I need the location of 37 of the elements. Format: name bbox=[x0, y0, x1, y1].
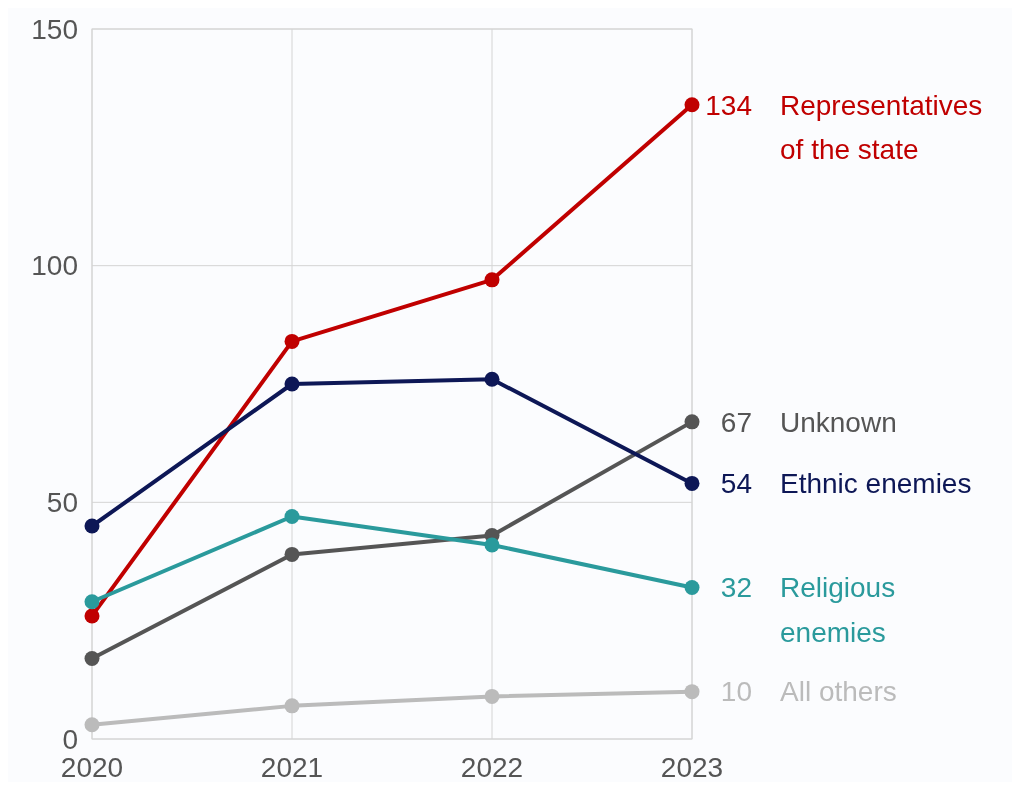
text: Unknown bbox=[780, 406, 897, 438]
point bbox=[284, 333, 300, 349]
data-label: 134 bbox=[705, 89, 752, 121]
x-tick-label: 2023 bbox=[660, 752, 724, 783]
point bbox=[84, 651, 100, 667]
point bbox=[84, 717, 100, 733]
data-label: 10 bbox=[720, 676, 752, 708]
data-label: 32 bbox=[720, 572, 752, 604]
text: Ethnic enemies bbox=[780, 468, 972, 500]
data-label: 67 bbox=[720, 406, 752, 438]
point bbox=[84, 608, 100, 624]
point bbox=[284, 376, 300, 392]
point bbox=[484, 537, 500, 553]
y-tick-label: 0 bbox=[62, 723, 78, 755]
text: All others bbox=[780, 676, 897, 708]
point bbox=[684, 475, 700, 491]
x-tick-label: 2022 bbox=[460, 752, 524, 783]
point bbox=[684, 97, 700, 113]
y-tick-label: 100 bbox=[31, 250, 78, 282]
text: Religious enemies bbox=[780, 572, 896, 649]
point bbox=[284, 698, 300, 714]
x-tick-label: 2021 bbox=[260, 752, 324, 783]
point bbox=[284, 546, 300, 562]
point bbox=[284, 509, 300, 525]
point bbox=[484, 688, 500, 704]
point bbox=[684, 414, 700, 430]
y-tick-label: 50 bbox=[46, 487, 78, 519]
y-tick-label: 150 bbox=[31, 13, 78, 45]
point bbox=[484, 272, 500, 288]
point bbox=[684, 684, 700, 700]
point bbox=[84, 518, 100, 534]
point bbox=[484, 371, 500, 387]
x-tick-label: 2020 bbox=[60, 752, 124, 783]
point bbox=[684, 580, 700, 596]
point bbox=[84, 594, 100, 610]
text: Representatives of the state bbox=[780, 89, 983, 166]
data-label: 54 bbox=[720, 468, 752, 500]
